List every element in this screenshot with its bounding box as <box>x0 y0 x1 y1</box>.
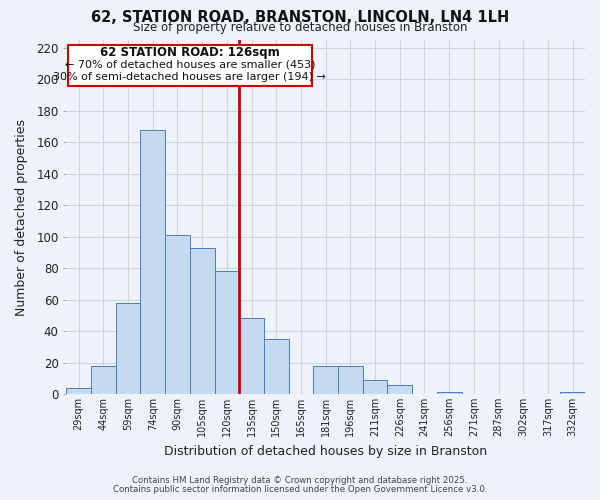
Text: 62, STATION ROAD, BRANSTON, LINCOLN, LN4 1LH: 62, STATION ROAD, BRANSTON, LINCOLN, LN4… <box>91 10 509 25</box>
Bar <box>91 366 116 394</box>
Text: Contains public sector information licensed under the Open Government Licence v3: Contains public sector information licen… <box>113 484 487 494</box>
FancyBboxPatch shape <box>68 44 312 86</box>
Bar <box>140 130 165 394</box>
Y-axis label: Number of detached properties: Number of detached properties <box>15 118 28 316</box>
Bar <box>215 272 239 394</box>
Bar <box>363 380 388 394</box>
Bar <box>190 248 215 394</box>
Text: Size of property relative to detached houses in Branston: Size of property relative to detached ho… <box>133 22 467 35</box>
Bar <box>165 235 190 394</box>
Bar <box>313 366 338 394</box>
Bar <box>388 384 412 394</box>
Text: 62 STATION ROAD: 126sqm: 62 STATION ROAD: 126sqm <box>100 46 280 60</box>
Text: ← 70% of detached houses are smaller (453): ← 70% of detached houses are smaller (45… <box>65 60 315 70</box>
Bar <box>560 392 585 394</box>
Bar <box>116 303 140 394</box>
Text: Contains HM Land Registry data © Crown copyright and database right 2025.: Contains HM Land Registry data © Crown c… <box>132 476 468 485</box>
Bar <box>67 388 91 394</box>
X-axis label: Distribution of detached houses by size in Branston: Distribution of detached houses by size … <box>164 444 487 458</box>
Bar <box>264 339 289 394</box>
Bar <box>437 392 461 394</box>
Text: 30% of semi-detached houses are larger (194) →: 30% of semi-detached houses are larger (… <box>53 72 326 83</box>
Bar <box>338 366 363 394</box>
Bar <box>239 318 264 394</box>
